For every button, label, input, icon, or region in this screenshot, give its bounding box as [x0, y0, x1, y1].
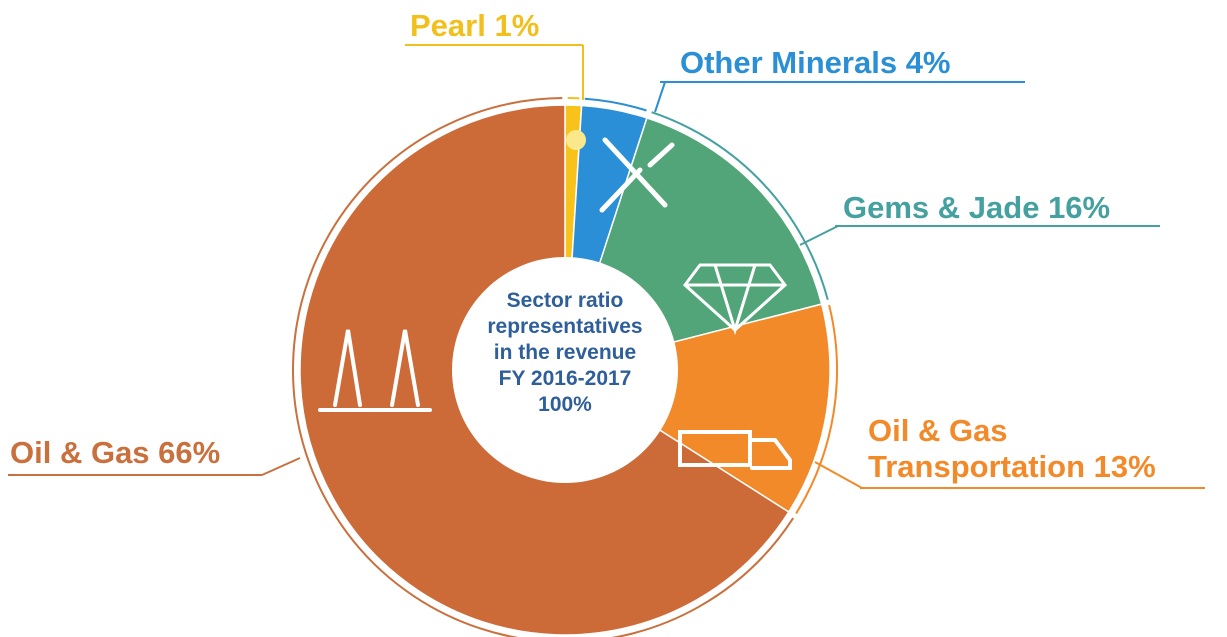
leader-line	[814, 461, 863, 489]
diamond-icon	[682, 263, 788, 336]
center-line: Sector ratio	[506, 289, 624, 312]
slice-label: Gems & Jade 16%	[843, 190, 1227, 226]
slice-label: Pearl 1%	[410, 8, 710, 44]
outer-arc	[651, 111, 829, 300]
rig-icon	[318, 329, 432, 412]
outer-arc	[795, 304, 838, 514]
slice-label: Oil & Gas 66%	[10, 435, 410, 471]
value-label: 66%	[158, 435, 221, 470]
pearl-icon	[566, 130, 586, 150]
mining-icon	[599, 137, 675, 213]
value-label: 16%	[1048, 190, 1111, 225]
category-name: Gems & Jade	[843, 190, 1040, 225]
center-line: representatives	[487, 315, 643, 338]
leader-line	[799, 225, 839, 246]
slice-label: Other Minerals 4%	[680, 45, 1080, 81]
center-text: Sector ratio representatives in the revenu…	[455, 288, 675, 418]
center-line: FY 2016-2017	[498, 367, 632, 390]
category-name: Other Minerals	[680, 45, 898, 80]
center-line: in the revenue	[493, 341, 637, 364]
center-line: 100%	[538, 393, 592, 416]
category-name: Oil & Gas	[10, 435, 150, 470]
truck-icon	[678, 430, 792, 470]
category-name: Oil & Gas Transportation	[868, 413, 1086, 484]
leader-line	[261, 457, 301, 476]
outer-arc	[584, 97, 647, 112]
value-label: 13%	[1093, 449, 1156, 484]
leader-line	[654, 81, 666, 113]
donut-hole	[452, 257, 678, 483]
value-label: 1%	[494, 8, 540, 43]
outer-arc	[291, 97, 795, 637]
category-name: Pearl	[410, 8, 486, 43]
value-label: 4%	[905, 45, 951, 80]
slice-label: Oil & Gas Transportation 13%	[868, 413, 1213, 485]
